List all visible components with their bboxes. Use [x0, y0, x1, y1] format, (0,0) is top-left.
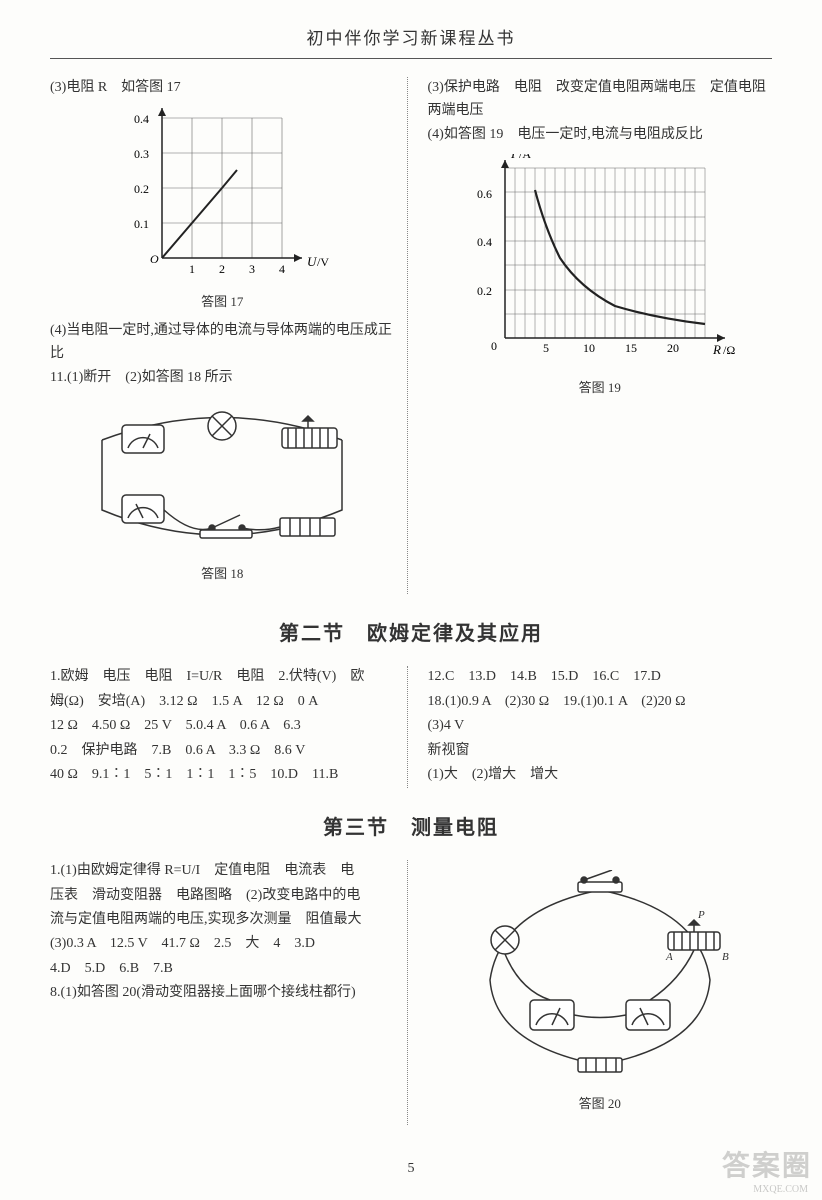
section-2-title: 第二节 欧姆定律及其应用: [50, 618, 772, 650]
s3-left-5: 8.(1)如答图 20(滑动变阻器接上面哪个接线柱都行): [50, 982, 395, 1004]
s2-right-1: 18.(1)0.9 A (2)30 Ω 19.(1)0.1 A (2)20 Ω: [428, 691, 773, 713]
svg-text:/V: /V: [317, 255, 329, 269]
chart-17: O 1 2 3 4 0.1 0.2 0.3 0.4 I/A U/V: [112, 108, 332, 288]
watermark-sub: MXQE.COM: [753, 1182, 808, 1198]
svg-text:15: 15: [625, 341, 637, 355]
circuit-18-wrap: 答图 18: [50, 400, 395, 585]
circuit-18: [72, 400, 372, 560]
svg-text:0.3: 0.3: [134, 147, 149, 161]
chart-19: 0.6 0.4 0.2 0 5 10 15 20 I/A R/Ω: [455, 154, 745, 374]
s3-left-1: 压表 滑动变阻器 电路图略 (2)改变电路中的电: [50, 885, 395, 907]
section-3-columns: 1.(1)由欧姆定律得 R=U/I 定值电阻 电流表 电 压表 滑动变阻器 电路…: [50, 860, 772, 1125]
s2-right-0: 12.C 13.D 14.B 15.D 16.C 17.D: [428, 666, 773, 688]
q4-text: (4)当电阻一定时,通过导体的电流与导体两端的电压成正比: [50, 320, 395, 365]
svg-text:I: I: [169, 108, 175, 109]
s2-left-1: 姆(Ω) 安培(A) 3.12 Ω 1.5 A 12 Ω 0 A: [50, 691, 395, 713]
section-2-columns: 1.欧姆 电压 电阻 I=U/R 电阻 2.伏特(V) 欧 姆(Ω) 安培(A)…: [50, 666, 772, 788]
page-header-title: 初中伴你学习新课程丛书: [50, 25, 772, 59]
svg-text:P: P: [697, 909, 705, 921]
circuit-20: P A B: [450, 870, 750, 1090]
svg-text:0.4: 0.4: [477, 235, 492, 249]
chart-19-caption: 答图 19: [428, 378, 773, 399]
chart-17-wrap: O 1 2 3 4 0.1 0.2 0.3 0.4 I/A U/V 答图 17: [50, 108, 395, 313]
s2-left-2: 12 Ω 4.50 Ω 25 V 5.0.4 A 0.6 A 6.3: [50, 715, 395, 737]
s3-left-3: (3)0.3 A 12.5 V 41.7 Ω 2.5 大 4 3.D: [50, 933, 395, 955]
svg-text:0: 0: [491, 339, 497, 353]
svg-text:1: 1: [189, 262, 195, 276]
s2-right-4: (1)大 (2)增大 增大: [428, 764, 773, 786]
s3-left-2: 流与定值电阻两端的电压,实现多次测量 阻值最大: [50, 909, 395, 931]
svg-text:4: 4: [279, 262, 285, 276]
r-q4-text: (4)如答图 19 电压一定时,电流与电阻成反比: [428, 124, 773, 146]
svg-text:20: 20: [667, 341, 679, 355]
svg-text:B: B: [722, 951, 729, 963]
svg-text:5: 5: [543, 341, 549, 355]
section-3-title: 第三节 测量电阻: [50, 812, 772, 844]
s2-right-3: 新视窗: [428, 740, 773, 762]
svg-text:0.2: 0.2: [477, 284, 492, 298]
chart-19-wrap: 0.6 0.4 0.2 0 5 10 15 20 I/A R/Ω 答图 19: [428, 154, 773, 399]
section-3-left: 1.(1)由欧姆定律得 R=U/I 定值电阻 电流表 电 压表 滑动变阻器 电路…: [50, 860, 408, 1125]
chart-17-caption: 答图 17: [50, 292, 395, 313]
section-2-left: 1.欧姆 电压 电阻 I=U/R 电阻 2.伏特(V) 欧 姆(Ω) 安培(A)…: [50, 666, 408, 788]
svg-text:R: R: [712, 342, 721, 357]
svg-text:3: 3: [249, 262, 255, 276]
svg-text:0.6: 0.6: [477, 187, 492, 201]
q3-text: (3)电阻 R 如答图 17: [50, 77, 395, 99]
svg-text:/Ω: /Ω: [723, 343, 735, 357]
chart-18-caption: 答图 18: [50, 564, 395, 585]
q11-text: 11.(1)断开 (2)如答图 18 所示: [50, 367, 395, 389]
circuit-20-wrap: P A B: [428, 870, 773, 1115]
section-3-right: P A B: [428, 860, 773, 1125]
svg-text:0.2: 0.2: [134, 182, 149, 196]
svg-text:A: A: [665, 951, 673, 963]
svg-text:10: 10: [583, 341, 595, 355]
s2-right-2: (3)4 V: [428, 715, 773, 737]
s2-left-0: 1.欧姆 电压 电阻 I=U/R 电阻 2.伏特(V) 欧: [50, 666, 395, 688]
svg-text:O: O: [150, 252, 159, 266]
svg-text:0.4: 0.4: [134, 112, 149, 126]
top-left-column: (3)电阻 R 如答图 17: [50, 77, 408, 594]
svg-text:/A: /A: [177, 108, 189, 109]
page-number: 5: [0, 1158, 822, 1180]
r-q3-text: (3)保护电路 电阻 改变定值电阻两端电压 定值电阻两端电压: [428, 77, 773, 122]
svg-text:0.1: 0.1: [134, 217, 149, 231]
s2-left-3: 0.2 保护电路 7.B 0.6 A 3.3 Ω 8.6 V: [50, 740, 395, 762]
s3-left-4: 4.D 5.D 6.B 7.B: [50, 958, 395, 980]
svg-text:I: I: [510, 154, 516, 161]
s2-left-4: 40 Ω 9.1∶1 5∶1 1∶1 1∶5 10.D 11.B: [50, 764, 395, 786]
svg-text:2: 2: [219, 262, 225, 276]
section-2-right: 12.C 13.D 14.B 15.D 16.C 17.D 18.(1)0.9 …: [428, 666, 773, 788]
top-right-column: (3)保护电路 电阻 改变定值电阻两端电压 定值电阻两端电压 (4)如答图 19…: [428, 77, 773, 594]
svg-text:/A: /A: [519, 154, 531, 161]
s3-left-0: 1.(1)由欧姆定律得 R=U/I 定值电阻 电流表 电: [50, 860, 395, 882]
top-columns: (3)电阻 R 如答图 17: [50, 77, 772, 594]
chart-20-caption: 答图 20: [428, 1094, 773, 1115]
